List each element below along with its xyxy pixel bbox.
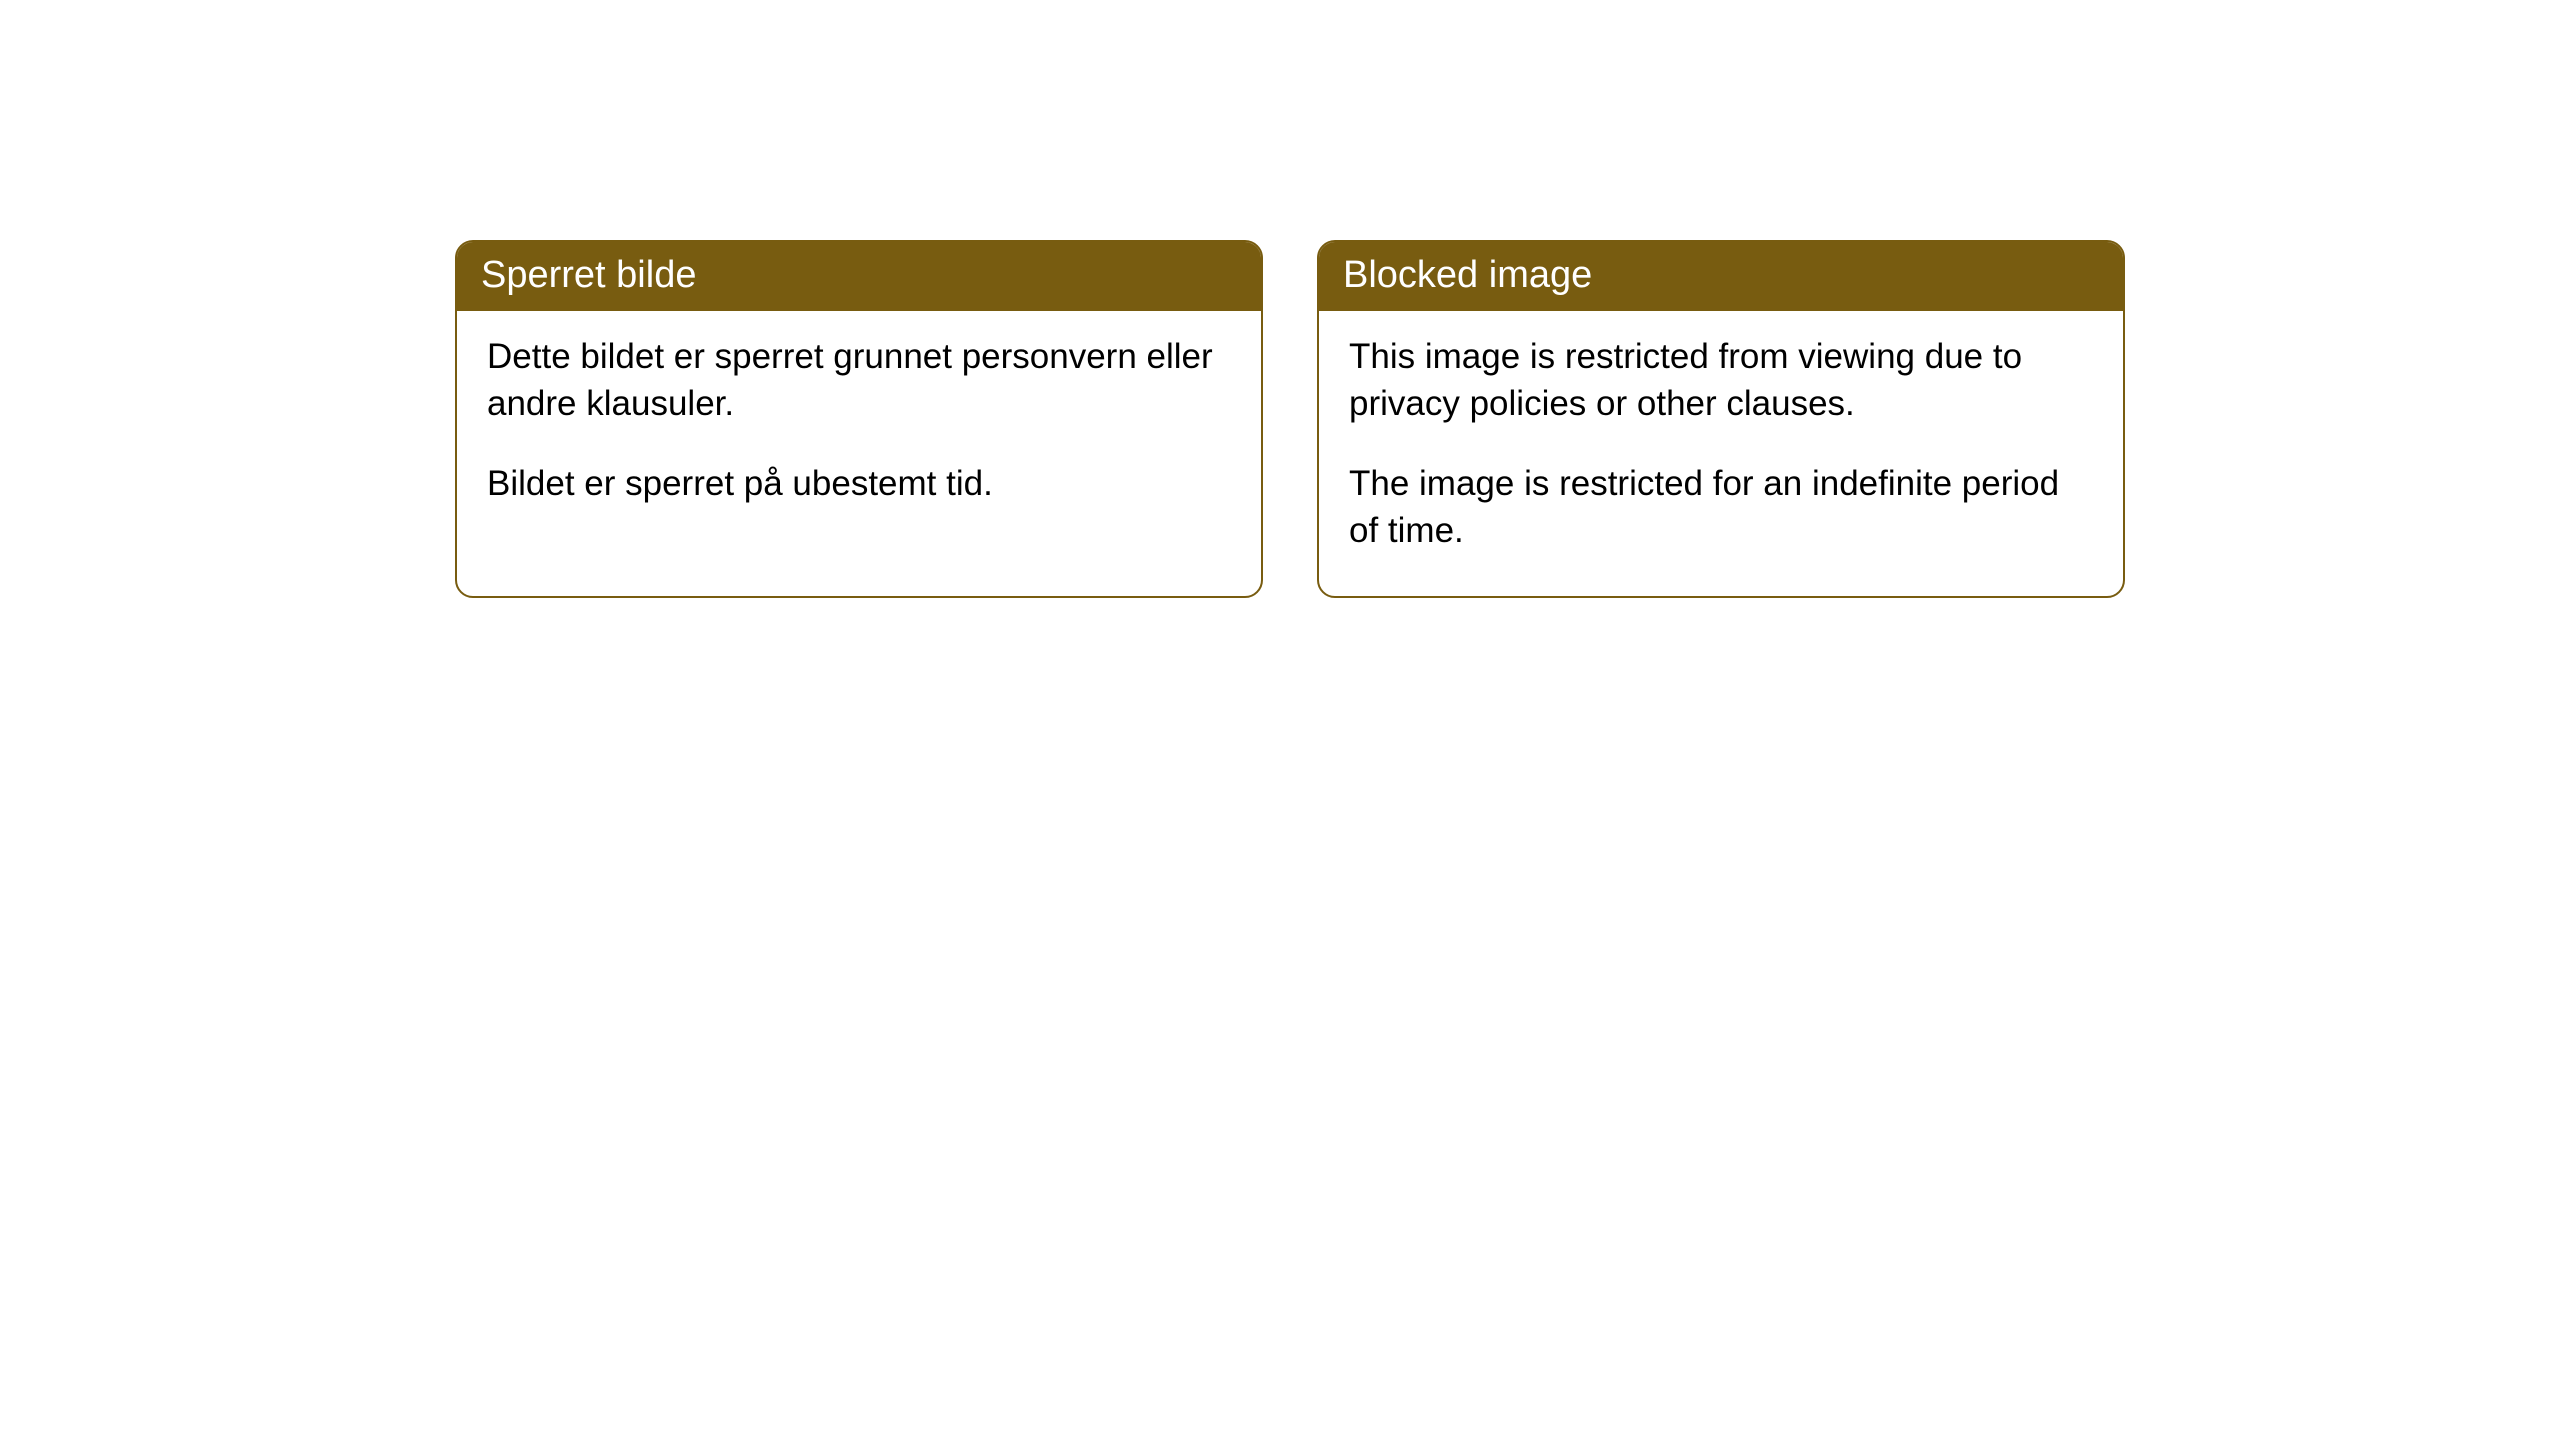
card-body: This image is restricted from viewing du…	[1319, 311, 2123, 596]
card-header: Sperret bilde	[457, 242, 1261, 311]
notice-paragraph-2: The image is restricted for an indefinit…	[1349, 460, 2093, 555]
blocked-image-card-english: Blocked image This image is restricted f…	[1317, 240, 2125, 598]
notice-paragraph-1: This image is restricted from viewing du…	[1349, 333, 2093, 428]
card-header: Blocked image	[1319, 242, 2123, 311]
notice-cards-container: Sperret bilde Dette bildet er sperret gr…	[455, 240, 2125, 598]
card-body: Dette bildet er sperret grunnet personve…	[457, 311, 1261, 549]
notice-paragraph-1: Dette bildet er sperret grunnet personve…	[487, 333, 1231, 428]
blocked-image-card-norwegian: Sperret bilde Dette bildet er sperret gr…	[455, 240, 1263, 598]
notice-paragraph-2: Bildet er sperret på ubestemt tid.	[487, 460, 1231, 507]
